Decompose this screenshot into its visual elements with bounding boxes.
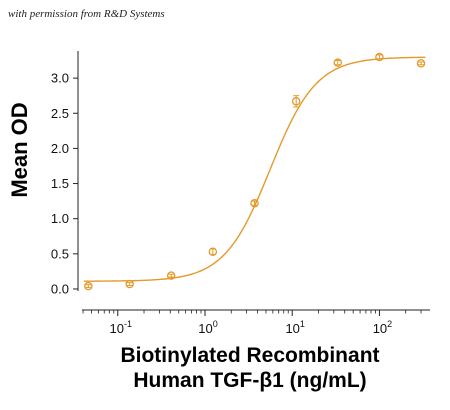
- y-tick-label: 3.0: [51, 71, 69, 86]
- x-tick-label: 101: [285, 319, 304, 336]
- y-tick-label: 0.5: [51, 246, 69, 261]
- data-point: [250, 198, 259, 208]
- x-tick-label: 100: [198, 319, 217, 336]
- permission-caption: with permission from R&D Systems: [8, 8, 165, 20]
- data-point: [333, 58, 343, 67]
- x-axis-label-line1: Biotinylated Recombinant: [120, 344, 380, 367]
- data-point: [375, 52, 384, 62]
- x-tick-label: 102: [373, 319, 392, 336]
- data-point: [416, 59, 426, 68]
- y-tick-label: 1.0: [51, 211, 69, 226]
- data-point: [291, 95, 301, 108]
- x-axis-label: Biotinylated Recombinant Human TGF-β1 (n…: [40, 343, 450, 393]
- data-marker: [291, 97, 301, 106]
- data-marker: [84, 281, 93, 291]
- y-tick-label: 2.5: [51, 106, 69, 121]
- data-marker: [333, 58, 343, 67]
- data-marker: [375, 52, 384, 62]
- data-marker: [250, 198, 259, 208]
- y-axis-label: Mean OD: [7, 102, 32, 198]
- y-tick-label: 2.0: [51, 141, 69, 156]
- data-points: [84, 52, 426, 291]
- x-tick-label: 10-1: [110, 319, 132, 336]
- data-point: [125, 279, 134, 289]
- ticks: 0.0 0.5 1.0 1.5 2.0 2.5 3.0 10-1 100 101 102: [51, 71, 422, 336]
- axes: [77, 51, 430, 311]
- data-marker: [125, 279, 134, 289]
- x-axis-label-line2: Human TGF-β1 (ng/mL): [133, 369, 367, 392]
- fit-curve: [83, 56, 426, 282]
- data-marker: [166, 271, 176, 280]
- y-tick-label: 0.0: [51, 281, 69, 296]
- data-marker: [416, 59, 426, 68]
- data-point: [84, 281, 93, 291]
- y-tick-label: 1.5: [51, 176, 69, 191]
- data-marker: [208, 247, 218, 256]
- data-point: [166, 271, 176, 280]
- data-point: [208, 247, 218, 256]
